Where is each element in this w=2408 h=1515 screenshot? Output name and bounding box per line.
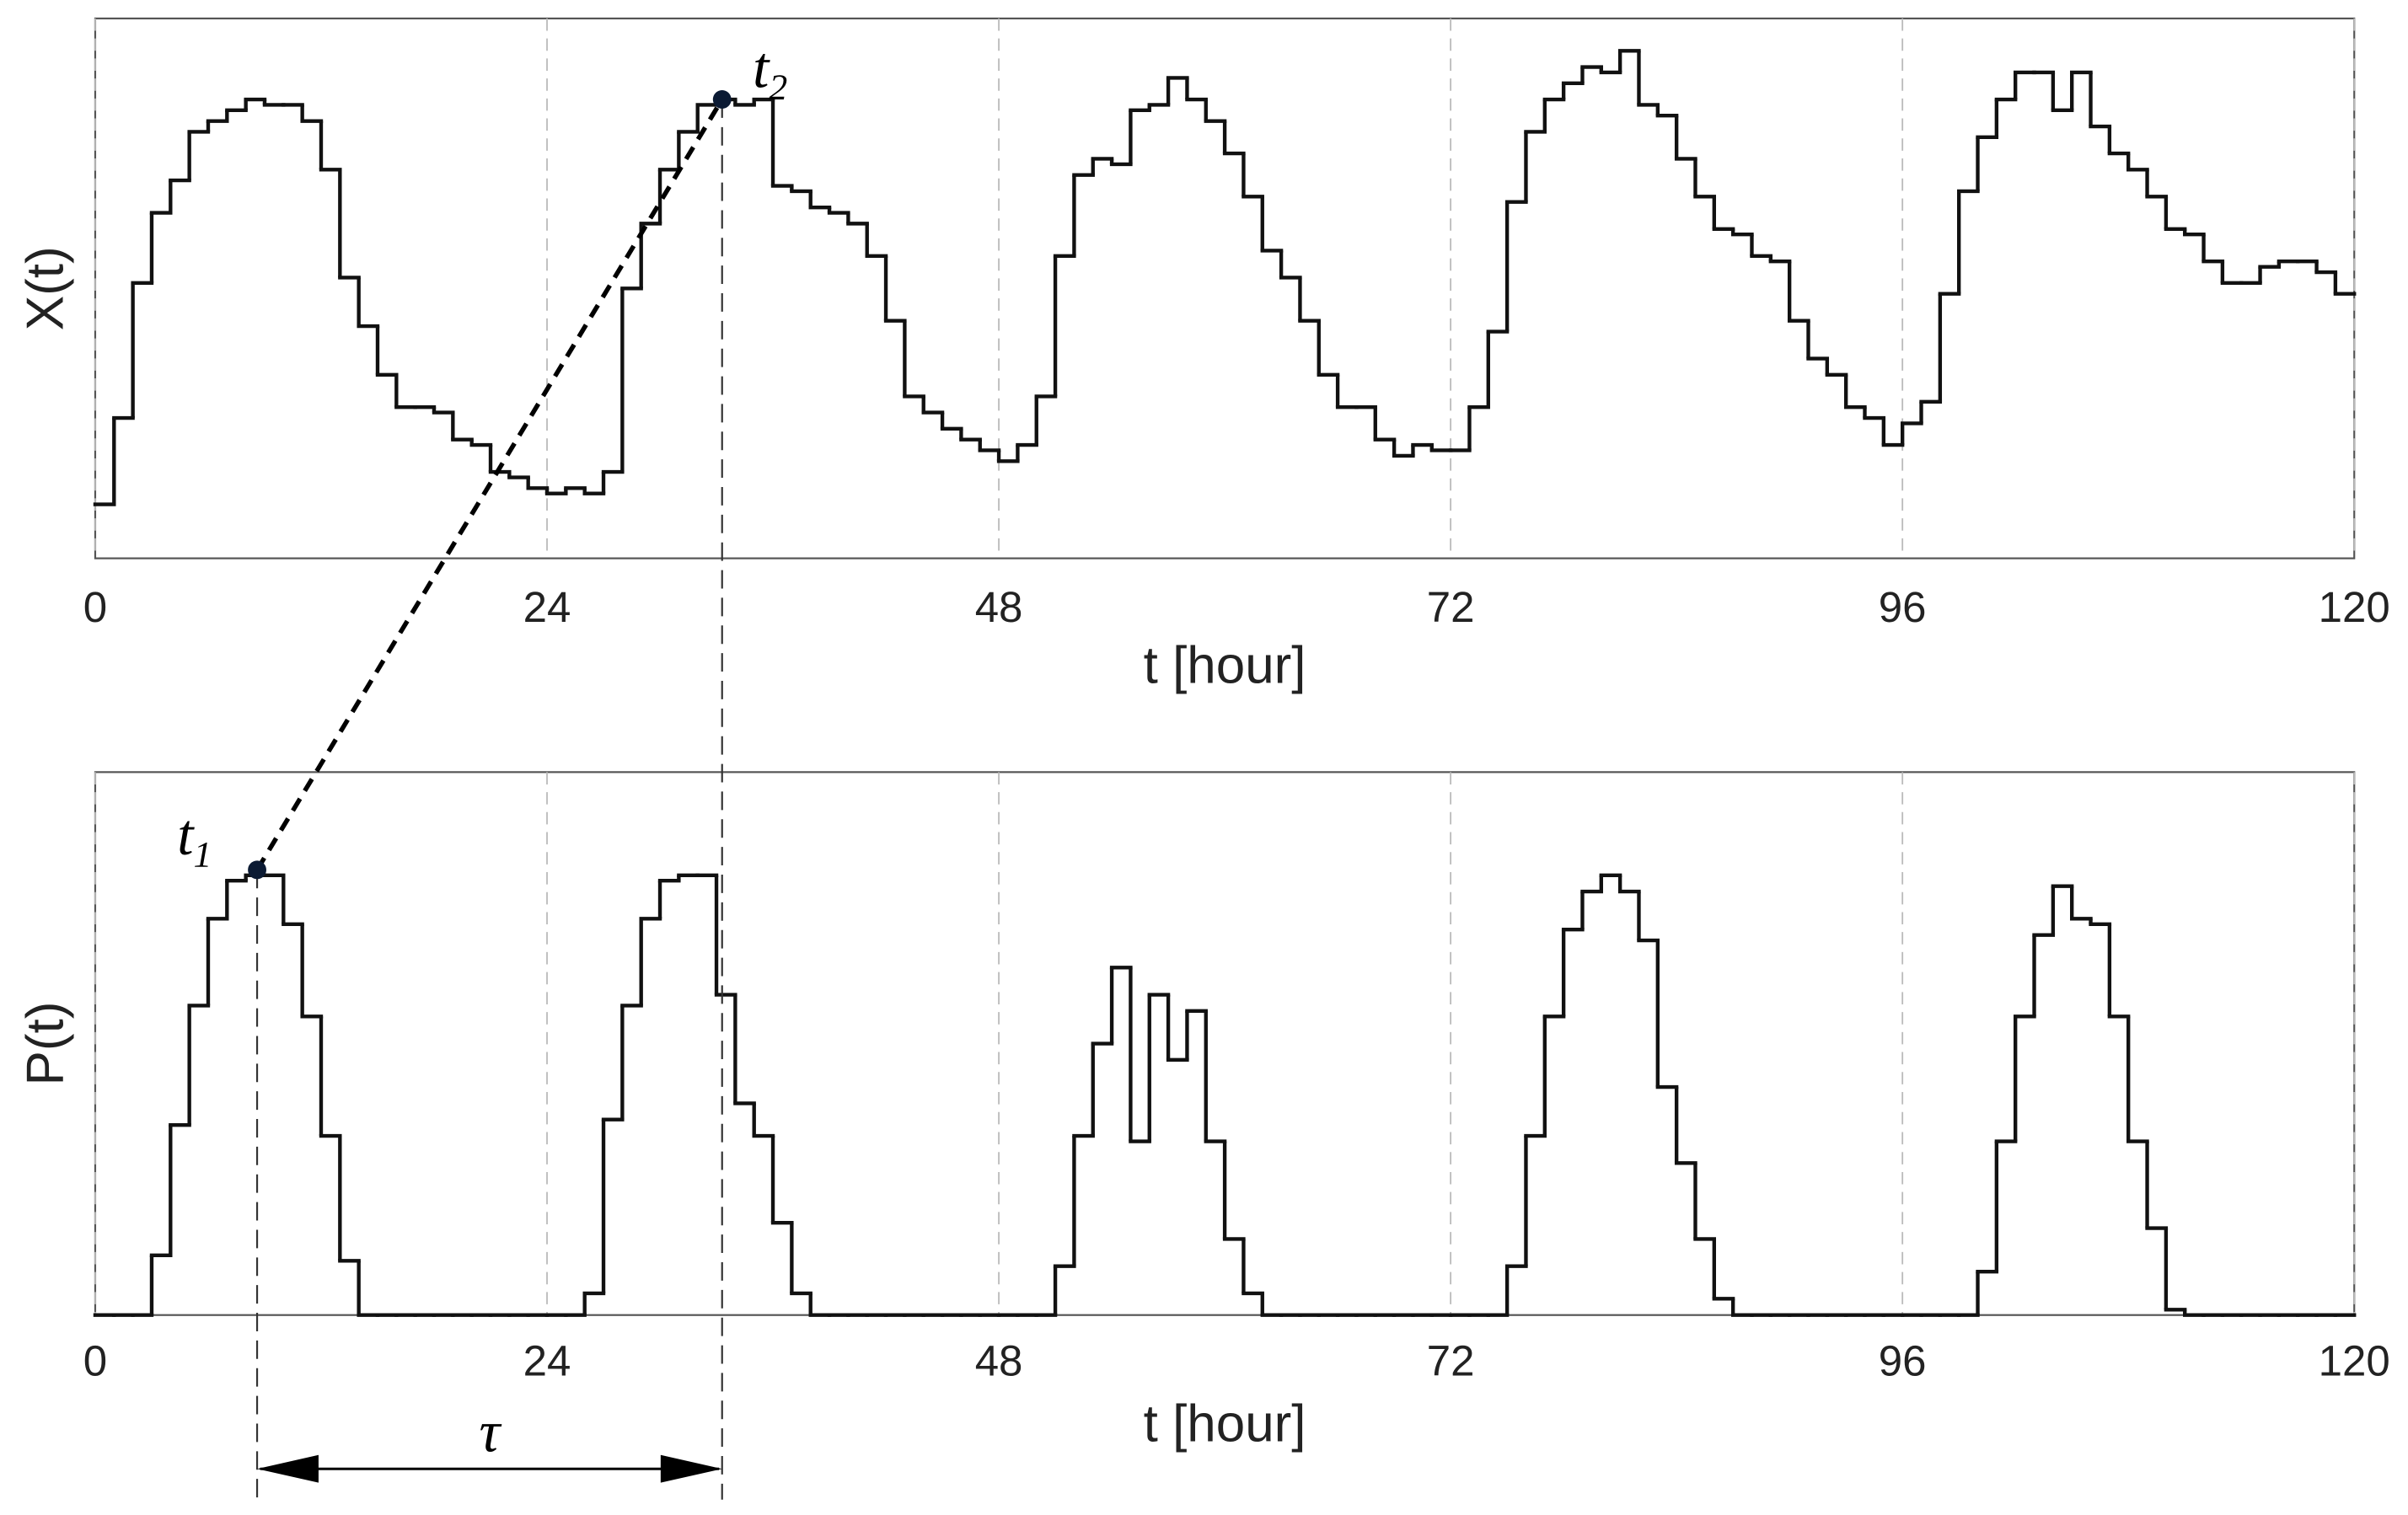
interval-label: τ — [480, 1400, 502, 1464]
annotation-text: t — [177, 802, 195, 867]
x-tick-label: 72 — [1427, 1337, 1475, 1385]
annotation-subscript: 2 — [769, 67, 787, 108]
plot-area — [94, 17, 2356, 559]
y-axis-label: P(t) — [17, 1002, 75, 1086]
x-axis-label: t [hour] — [1144, 636, 1306, 694]
arrow-head — [660, 1454, 722, 1483]
x-tick-label: 48 — [975, 583, 1023, 631]
annotation-subscript: 1 — [194, 835, 212, 875]
x-tick-label: 24 — [523, 1337, 571, 1385]
annotation-label: t2 — [753, 35, 787, 108]
step-riser — [149, 875, 2187, 1315]
x-tick-label: 0 — [83, 1337, 107, 1385]
annotation-point — [248, 860, 266, 880]
x-tick-label: 120 — [2319, 1337, 2390, 1385]
annotation-point — [712, 90, 732, 109]
annotation-label: t1 — [177, 802, 212, 875]
x-tick-label: 72 — [1427, 583, 1475, 631]
x-tick-label: 24 — [523, 583, 571, 631]
x-tick-label: 120 — [2319, 583, 2390, 631]
x-axis-label: t [hour] — [1144, 1395, 1306, 1453]
x-tick-label: 96 — [1879, 583, 1927, 631]
connector — [255, 98, 725, 871]
annotation-text: t — [753, 35, 770, 99]
x-tick-label: 0 — [83, 583, 107, 631]
y-axis-label: X(t) — [17, 246, 75, 330]
x-tick-label: 48 — [975, 1337, 1023, 1385]
arrow-head — [257, 1454, 319, 1483]
x-tick-label: 96 — [1879, 1337, 1927, 1385]
